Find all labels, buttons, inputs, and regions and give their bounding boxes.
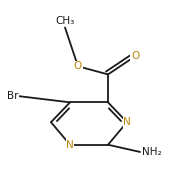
- Text: N: N: [123, 117, 131, 127]
- Text: Br: Br: [6, 91, 18, 101]
- Text: NH₂: NH₂: [142, 147, 162, 157]
- Text: CH₃: CH₃: [55, 16, 75, 26]
- Text: N: N: [66, 140, 74, 150]
- Text: O: O: [131, 51, 139, 61]
- Text: O: O: [74, 61, 82, 71]
